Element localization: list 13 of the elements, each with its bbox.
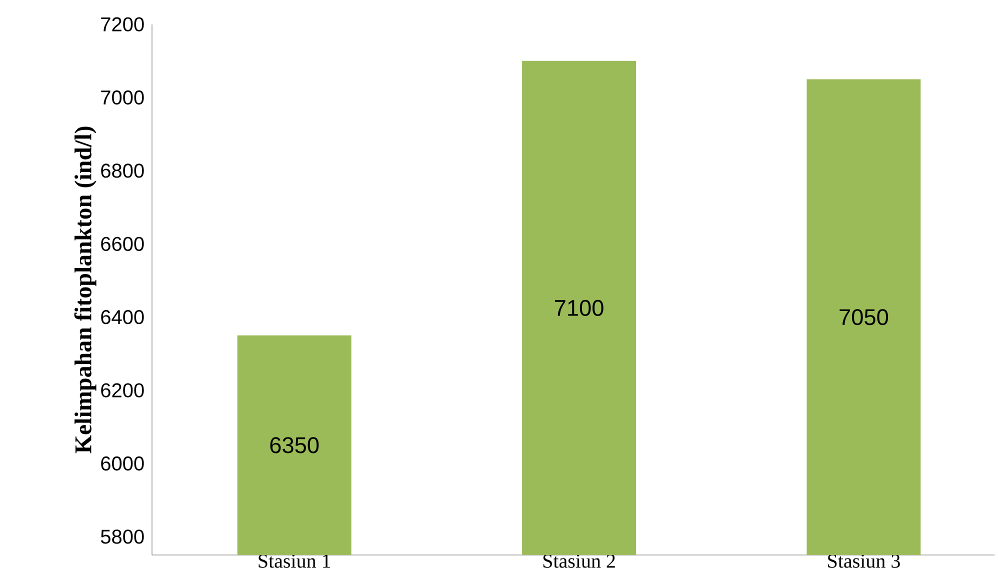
y-tick-label: 5800 <box>100 530 144 544</box>
data-label: 7050 <box>840 309 888 326</box>
data-label: 6350 <box>270 437 319 454</box>
data-label: 7100 <box>554 300 604 316</box>
x-tick-label: Stasiun 1 <box>258 554 330 568</box>
y-tick-label: 7200 <box>101 17 144 32</box>
y-tick-label: 6400 <box>101 310 144 324</box>
y-tick-label: 6000 <box>101 456 144 471</box>
y-axis-title: Kelimpahan fitoplankton (ind/l) <box>74 126 96 454</box>
y-tick-label: 6800 <box>101 164 144 178</box>
y-tick-label: 6200 <box>101 383 144 398</box>
y-tick-label: 6600 <box>101 236 144 251</box>
y-tick-label: 7000 <box>101 90 144 105</box>
